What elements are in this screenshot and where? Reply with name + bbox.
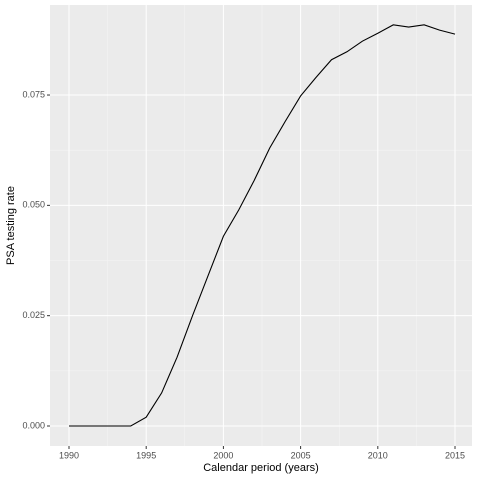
y-axis-title: PSA testing rate: [5, 186, 17, 265]
x-tick-label: 2005: [291, 450, 311, 460]
panel: [50, 5, 472, 446]
y-tick-label: 0.000: [22, 420, 45, 430]
x-tick-label: 1990: [59, 450, 79, 460]
x-tick-label: 2000: [213, 450, 233, 460]
x-tick-label: 2010: [368, 450, 388, 460]
y-tick-label: 0.075: [22, 89, 45, 99]
y-tick-label: 0.025: [22, 310, 45, 320]
marks: [68, 24, 456, 427]
y-tick-label: 0.050: [22, 200, 45, 210]
line: [68, 24, 456, 427]
grid: [50, 5, 472, 446]
x-tick-label: 2015: [445, 450, 465, 460]
x-axis-title: Calendar period (years): [203, 462, 319, 474]
x-tick-label: 1995: [136, 450, 156, 460]
